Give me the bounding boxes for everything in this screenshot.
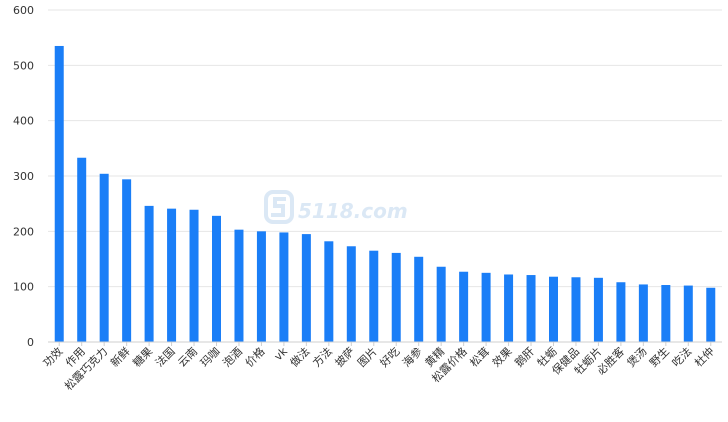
bar (324, 241, 334, 342)
watermark: 5118.com (264, 190, 408, 224)
bar (346, 246, 356, 342)
x-tick-label: 玛咖 (197, 344, 222, 369)
bar (459, 271, 469, 342)
watermark-logo-icon (264, 190, 294, 224)
bar (54, 45, 64, 342)
bar (436, 266, 446, 342)
x-tick-label: 煲汤 (624, 344, 649, 369)
bar (616, 282, 626, 342)
bar (706, 287, 716, 342)
x-tick-label: 泡酒 (220, 344, 245, 369)
x-tick-label: 做法 (287, 344, 312, 369)
bar (301, 234, 311, 342)
bar (99, 173, 109, 342)
y-axis: 0 100 200 300 400 500 600 (13, 4, 34, 349)
y-tick-label: 400 (13, 115, 34, 128)
y-tick-label: 500 (13, 59, 34, 72)
y-tick-label: 0 (27, 336, 34, 349)
bar (414, 256, 424, 342)
x-tick-label: 价格 (242, 344, 267, 369)
x-tick-label: 糖果 (130, 344, 155, 369)
x-tick-label: 云南 (175, 345, 200, 370)
x-tick-label: 好吃 (377, 344, 402, 369)
x-tick-label: 方法 (309, 344, 334, 369)
bar (279, 232, 289, 342)
bar (549, 276, 558, 342)
bar (256, 231, 266, 342)
x-tick-label: 杜仲 (691, 344, 716, 369)
bar (571, 277, 581, 342)
bar (504, 274, 514, 342)
x-tick-label: 野生 (646, 344, 671, 369)
bar (234, 229, 244, 342)
bar (212, 215, 221, 342)
x-tick-label: 吃法 (669, 344, 694, 369)
bar (661, 285, 671, 342)
gridlines (48, 9, 722, 288)
bar (369, 250, 379, 342)
bar (122, 179, 132, 342)
y-tick-label: 300 (13, 170, 34, 183)
bar (391, 252, 401, 342)
x-tick-label: 松茸 (467, 344, 492, 369)
bar (593, 277, 603, 342)
x-tick-label: 松露巧克力 (61, 344, 110, 393)
bar (683, 285, 693, 342)
x-tick-label: 新鲜 (107, 344, 132, 369)
x-tick-label: 海参 (399, 344, 424, 369)
bar (481, 272, 491, 342)
bar (189, 209, 199, 342)
y-tick-label: 600 (13, 4, 34, 17)
y-tick-label: 100 (13, 281, 34, 294)
watermark-text: 5118.com (298, 199, 408, 223)
bars (54, 45, 716, 342)
x-tick-label: 鹅肝 (512, 344, 537, 369)
x-tick-label: 图片 (355, 345, 380, 370)
y-tick-label: 200 (13, 225, 34, 238)
bar (144, 205, 154, 342)
x-tick-label: 披萨 (332, 344, 357, 369)
x-tick-label: 功效 (40, 344, 65, 369)
bar (167, 208, 177, 342)
bar (526, 275, 536, 342)
bar (638, 284, 648, 342)
x-tick-label: 效果 (489, 344, 514, 369)
x-tick-label: 法国 (152, 344, 177, 369)
bar (77, 157, 87, 342)
